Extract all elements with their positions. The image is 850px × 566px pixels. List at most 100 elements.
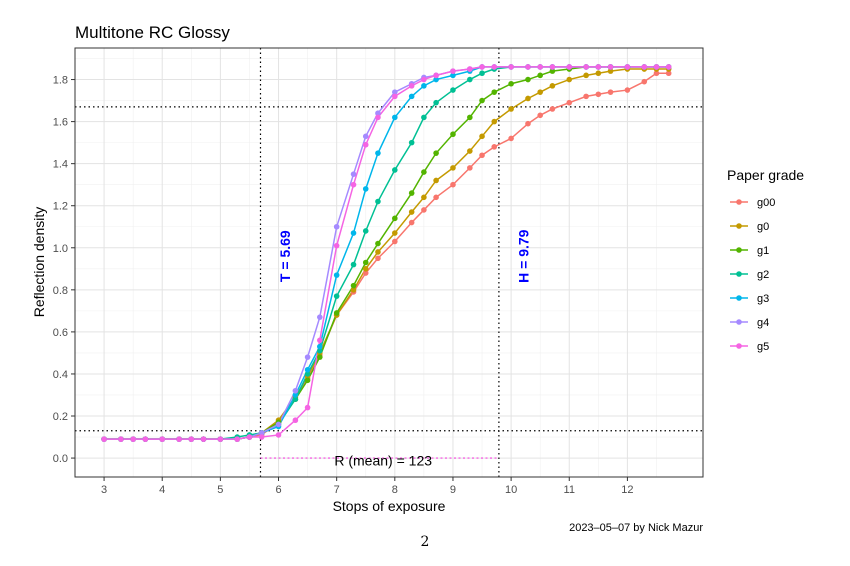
- x-tick-label: 4: [159, 484, 165, 496]
- point-g5: [433, 72, 439, 79]
- point-g1: [525, 76, 531, 83]
- point-g3: [375, 150, 381, 156]
- point-g4: [258, 430, 265, 436]
- point-g0: [467, 148, 473, 154]
- point-g1: [479, 97, 485, 104]
- y-tick-label: 1.8: [53, 75, 68, 87]
- point-g5: [408, 83, 415, 89]
- point-g3: [292, 392, 299, 398]
- plot-border: [74, 47, 704, 478]
- point-g00: [595, 91, 602, 98]
- point-g2: [467, 76, 473, 83]
- legend-key-point: [736, 271, 742, 277]
- point-g00: [362, 270, 369, 276]
- legend-title: Paper grade: [727, 167, 804, 183]
- point-g2: [450, 87, 456, 93]
- point-g5: [467, 66, 473, 72]
- point-g5: [246, 434, 253, 440]
- point-g00: [549, 106, 556, 112]
- point-g1: [375, 240, 381, 247]
- x-tick-label: 5: [217, 484, 223, 496]
- x-axis-label: Stops of exposure: [333, 498, 446, 514]
- point-g5: [258, 434, 265, 440]
- grid-major: [75, 48, 703, 477]
- point-g1: [392, 215, 398, 222]
- point-g1: [467, 114, 473, 121]
- point-g0: [433, 177, 439, 184]
- x-axis-ticks: 3 4 5 6 7 8 9 10 11 12: [101, 477, 634, 496]
- point-g2: [292, 396, 299, 402]
- x-tick-label: 7: [334, 484, 340, 496]
- point-g00: [641, 78, 648, 85]
- point-g2: [421, 114, 427, 121]
- point-g1: [450, 131, 456, 138]
- point-g5: [607, 64, 614, 70]
- x-tick-label: 3: [101, 484, 107, 496]
- point-g5: [362, 141, 369, 148]
- point-g5: [479, 64, 485, 70]
- point-g0: [537, 89, 543, 95]
- y-axis-ticks: 0.0 0.2 0.4 0.6 0.8 1.0 1.2 1.4 1.6 1.8: [53, 75, 75, 465]
- annotation-layer: T = 5.69 H = 9.79 R (mean) = 123: [277, 229, 531, 468]
- y-tick-label: 0.8: [53, 285, 68, 297]
- point-g5: [275, 432, 282, 438]
- point-g00: [450, 181, 456, 188]
- point-g4: [304, 354, 311, 360]
- legend-key-point: [736, 319, 742, 325]
- point-g1: [421, 169, 427, 175]
- legend-key-point: [736, 247, 742, 253]
- series-line-g5: [104, 66, 669, 440]
- point-g2: [433, 99, 439, 106]
- point-g5: [333, 242, 340, 249]
- point-g00: [508, 135, 514, 142]
- point-g00: [653, 70, 660, 77]
- point-g3: [408, 93, 415, 100]
- x-tick-label: 12: [621, 484, 633, 496]
- point-g5: [350, 181, 357, 188]
- legend-key-point: [736, 223, 742, 229]
- point-g3: [350, 230, 357, 236]
- x-tick-label: 6: [275, 484, 281, 496]
- point-g00: [607, 89, 614, 95]
- y-tick-label: 0.0: [53, 453, 68, 465]
- point-g2: [304, 371, 311, 377]
- point-g5: [525, 64, 531, 70]
- point-g00: [408, 219, 415, 226]
- point-g3: [304, 366, 311, 373]
- legend-label-g1: g1: [757, 245, 769, 257]
- point-g4: [292, 387, 299, 394]
- point-g1: [304, 377, 311, 384]
- point-g0: [583, 72, 589, 79]
- point-g2: [375, 198, 381, 205]
- point-g5: [665, 64, 672, 70]
- point-g5: [176, 436, 182, 442]
- point-g00: [525, 120, 531, 127]
- point-g0: [450, 165, 456, 171]
- y-tick-label: 0.2: [53, 411, 68, 423]
- point-g0: [375, 249, 381, 255]
- legend-key-point: [736, 199, 742, 205]
- y-axis-label: Reflection density: [31, 207, 47, 318]
- point-g00: [583, 93, 589, 100]
- point-g2: [479, 70, 485, 77]
- point-g0: [525, 95, 531, 102]
- point-g1: [508, 80, 514, 87]
- legend-key-point: [736, 343, 742, 349]
- point-g1: [333, 310, 340, 316]
- point-g5: [537, 64, 543, 70]
- point-g2: [317, 348, 323, 354]
- plot-panel: [74, 47, 704, 478]
- annotation-2: R (mean) = 123: [334, 452, 432, 468]
- point-g2: [333, 293, 340, 299]
- point-g5: [101, 436, 107, 442]
- caption: 2023–05–07 by Nick Mazur: [569, 522, 703, 534]
- point-g2: [408, 139, 415, 146]
- point-g00: [537, 112, 543, 119]
- point-g0: [595, 70, 602, 77]
- point-g5: [217, 436, 224, 442]
- point-g3: [450, 72, 456, 79]
- y-tick-label: 0.4: [53, 369, 68, 381]
- point-g5: [392, 93, 398, 100]
- point-g1: [317, 354, 323, 360]
